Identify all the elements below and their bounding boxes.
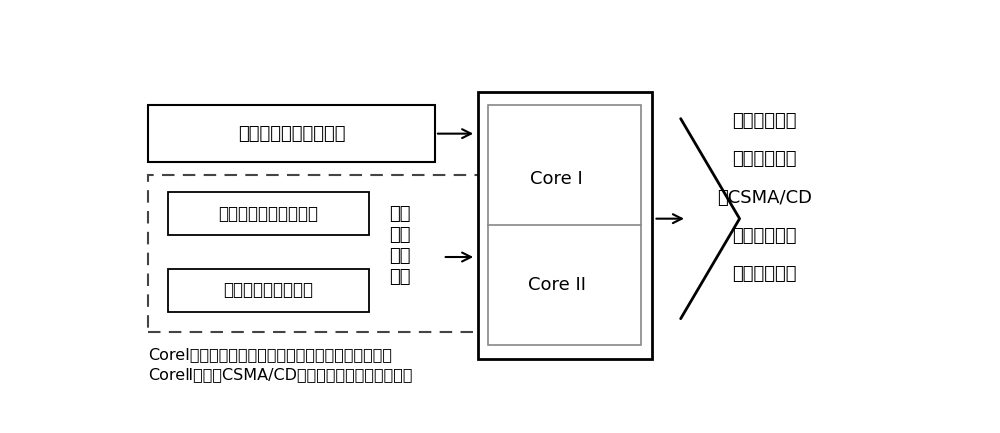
FancyBboxPatch shape: [148, 175, 489, 332]
FancyBboxPatch shape: [168, 268, 369, 312]
Text: CoreⅠ．基于系统健康状态评估的微电网分级控制策略: CoreⅠ．基于系统健康状态评估的微电网分级控制策略: [148, 347, 392, 362]
Text: 机制的微电网: 机制的微电网: [732, 227, 797, 245]
Text: 负荷离散化镜像下垂: 负荷离散化镜像下垂: [223, 281, 313, 299]
FancyBboxPatch shape: [478, 92, 652, 359]
Text: Core II: Core II: [528, 276, 586, 294]
Text: Core I: Core I: [530, 170, 583, 187]
Text: 改进
下垂
控制
策略: 改进 下垂 控制 策略: [389, 205, 411, 285]
Text: 储能两象限自适应下垂: 储能两象限自适应下垂: [218, 205, 318, 223]
FancyBboxPatch shape: [148, 105, 435, 162]
Text: 自治控制方法: 自治控制方法: [732, 265, 797, 283]
Text: 状态评估与借: 状态评估与借: [732, 150, 797, 168]
FancyBboxPatch shape: [488, 105, 641, 346]
FancyBboxPatch shape: [168, 192, 369, 236]
Text: 鉴CSMA/CD: 鉴CSMA/CD: [717, 189, 812, 207]
Text: 基于系统健康: 基于系统健康: [732, 112, 797, 130]
Text: 系统健康状态评估模型: 系统健康状态评估模型: [238, 125, 345, 142]
Text: CoreⅡ．借鉴CSMA/CD机制的微电网分时控制策略: CoreⅡ．借鉴CSMA/CD机制的微电网分时控制策略: [148, 367, 413, 382]
